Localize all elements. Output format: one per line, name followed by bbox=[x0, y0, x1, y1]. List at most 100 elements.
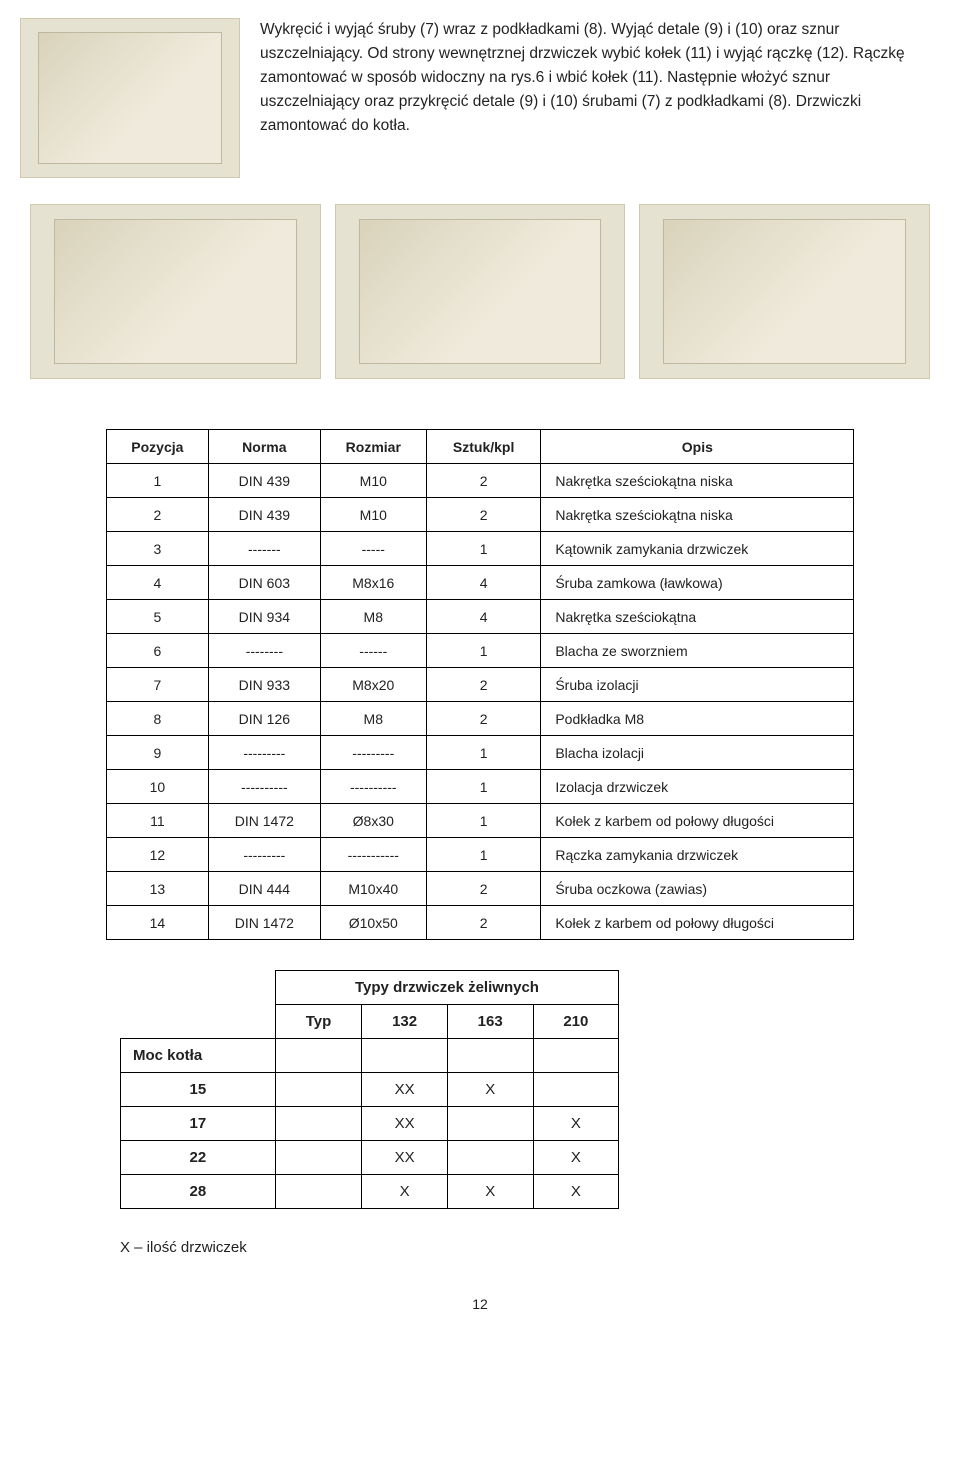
table-cell: M10x40 bbox=[320, 872, 426, 906]
table-cell: 8 bbox=[106, 702, 209, 736]
page-number: 12 bbox=[0, 1296, 960, 1312]
table-cell: 4 bbox=[427, 600, 541, 634]
table-cell: 1 bbox=[427, 736, 541, 770]
table-row: 9------------------1Blacha izolacji bbox=[106, 736, 854, 770]
table-cell: 5 bbox=[106, 600, 209, 634]
table-cell: 9 bbox=[106, 736, 209, 770]
table-cell: ----------- bbox=[320, 838, 426, 872]
table-cell: 3 bbox=[106, 532, 209, 566]
table-cell: Blacha izolacji bbox=[541, 736, 854, 770]
table-cell: 1 bbox=[427, 532, 541, 566]
table-cell: 12 bbox=[106, 838, 209, 872]
table-cell: Blacha ze sworzniem bbox=[541, 634, 854, 668]
table-cell: XX bbox=[362, 1073, 448, 1107]
moc-value: 15 bbox=[121, 1073, 276, 1107]
table-cell: XX bbox=[362, 1107, 448, 1141]
table-cell: Kątownik zamykania drzwiczek bbox=[541, 532, 854, 566]
typ-col-0: 132 bbox=[362, 1005, 448, 1039]
table-row: 22XXX bbox=[121, 1141, 619, 1175]
table-cell: M8 bbox=[320, 600, 426, 634]
table-cell: DIN 934 bbox=[209, 600, 320, 634]
table-cell: 13 bbox=[106, 872, 209, 906]
table-cell: --------- bbox=[209, 838, 320, 872]
table-cell: 10 bbox=[106, 770, 209, 804]
intro-paragraph: Wykręcić i wyjąć śruby (7) wraz z podkła… bbox=[260, 18, 920, 178]
table-cell: Śruba izolacji bbox=[541, 668, 854, 702]
moc-value: 28 bbox=[121, 1175, 276, 1209]
table-row: 5DIN 934M84Nakrętka sześciokątna bbox=[106, 600, 854, 634]
table-cell bbox=[447, 1107, 533, 1141]
col-rozmiar: Rozmiar bbox=[320, 430, 426, 464]
parts-table: Pozycja Norma Rozmiar Sztuk/kpl Opis 1DI… bbox=[106, 429, 855, 940]
exploded-diagram-1 bbox=[30, 204, 321, 379]
table-cell bbox=[275, 1175, 362, 1209]
table-cell: DIN 1472 bbox=[209, 804, 320, 838]
typ-col-2: 210 bbox=[533, 1005, 619, 1039]
assembly-diagram-frame bbox=[20, 18, 240, 178]
types-title: Typy drzwiczek żeliwnych bbox=[275, 971, 618, 1005]
table-cell: Nakrętka sześciokątna bbox=[541, 600, 854, 634]
table-row: 13DIN 444M10x402Śruba oczkowa (zawias) bbox=[106, 872, 854, 906]
table-row: 3------------1Kątownik zamykania drzwicz… bbox=[106, 532, 854, 566]
table-cell: M10 bbox=[320, 464, 426, 498]
typ-col-1: 163 bbox=[447, 1005, 533, 1039]
table-cell: 4 bbox=[427, 566, 541, 600]
table-cell: Nakrętka sześciokątna niska bbox=[541, 464, 854, 498]
table-row: 7DIN 933M8x202Śruba izolacji bbox=[106, 668, 854, 702]
table-row: 6--------------1Blacha ze sworzniem bbox=[106, 634, 854, 668]
table-cell: M8x16 bbox=[320, 566, 426, 600]
table-cell: X bbox=[533, 1141, 619, 1175]
table-cell: 1 bbox=[427, 804, 541, 838]
table-cell: X bbox=[533, 1107, 619, 1141]
table-cell: 1 bbox=[106, 464, 209, 498]
table-cell bbox=[275, 1107, 362, 1141]
col-sztuk: Sztuk/kpl bbox=[427, 430, 541, 464]
table-cell: Nakrętka sześciokątna niska bbox=[541, 498, 854, 532]
table-cell bbox=[275, 1141, 362, 1175]
table-row: 17XXX bbox=[121, 1107, 619, 1141]
table-cell: 2 bbox=[106, 498, 209, 532]
table-cell: 2 bbox=[427, 906, 541, 940]
table-cell: 1 bbox=[427, 838, 541, 872]
table-cell: DIN 439 bbox=[209, 464, 320, 498]
table-cell: Izolacja drzwiczek bbox=[541, 770, 854, 804]
table-cell: 2 bbox=[427, 668, 541, 702]
moc-label: Moc kotła bbox=[121, 1039, 276, 1073]
table-cell: 14 bbox=[106, 906, 209, 940]
table-row: 12--------------------1Rączka zamykania … bbox=[106, 838, 854, 872]
table-cell bbox=[447, 1141, 533, 1175]
table-cell: ---------- bbox=[320, 770, 426, 804]
table-cell: DIN 933 bbox=[209, 668, 320, 702]
table-row: 11DIN 1472Ø8x301Kołek z karbem od połowy… bbox=[106, 804, 854, 838]
table-cell: ----- bbox=[320, 532, 426, 566]
col-pozycja: Pozycja bbox=[106, 430, 209, 464]
table-cell: X bbox=[533, 1175, 619, 1209]
table-row: 15XXX bbox=[121, 1073, 619, 1107]
table-cell: 7 bbox=[106, 668, 209, 702]
table-cell: X bbox=[362, 1175, 448, 1209]
table-row: 2DIN 439M102Nakrętka sześciokątna niska bbox=[106, 498, 854, 532]
table-cell: 1 bbox=[427, 770, 541, 804]
table-header-row: Pozycja Norma Rozmiar Sztuk/kpl Opis bbox=[106, 430, 854, 464]
table-cell: 4 bbox=[106, 566, 209, 600]
table-cell: ------ bbox=[320, 634, 426, 668]
table-cell: M8x20 bbox=[320, 668, 426, 702]
col-norma: Norma bbox=[209, 430, 320, 464]
table-cell: 6 bbox=[106, 634, 209, 668]
table-row: 28XXX bbox=[121, 1175, 619, 1209]
table-cell: DIN 1472 bbox=[209, 906, 320, 940]
table-cell: Śruba zamkowa (ławkowa) bbox=[541, 566, 854, 600]
table-cell: --------- bbox=[209, 736, 320, 770]
table-cell: DIN 603 bbox=[209, 566, 320, 600]
col-opis: Opis bbox=[541, 430, 854, 464]
table-row: 14DIN 1472Ø10x502Kołek z karbem od połow… bbox=[106, 906, 854, 940]
table-cell: Śruba oczkowa (zawias) bbox=[541, 872, 854, 906]
exploded-diagram-3 bbox=[639, 204, 930, 379]
typ-label: Typ bbox=[275, 1005, 362, 1039]
table-cell: XX bbox=[362, 1141, 448, 1175]
table-cell: Ø8x30 bbox=[320, 804, 426, 838]
table-cell: 2 bbox=[427, 872, 541, 906]
footnote: X – ilość drzwiczek bbox=[120, 1239, 960, 1256]
table-cell: DIN 444 bbox=[209, 872, 320, 906]
types-table: Typy drzwiczek żeliwnych Typ 132 163 210… bbox=[120, 970, 619, 1209]
